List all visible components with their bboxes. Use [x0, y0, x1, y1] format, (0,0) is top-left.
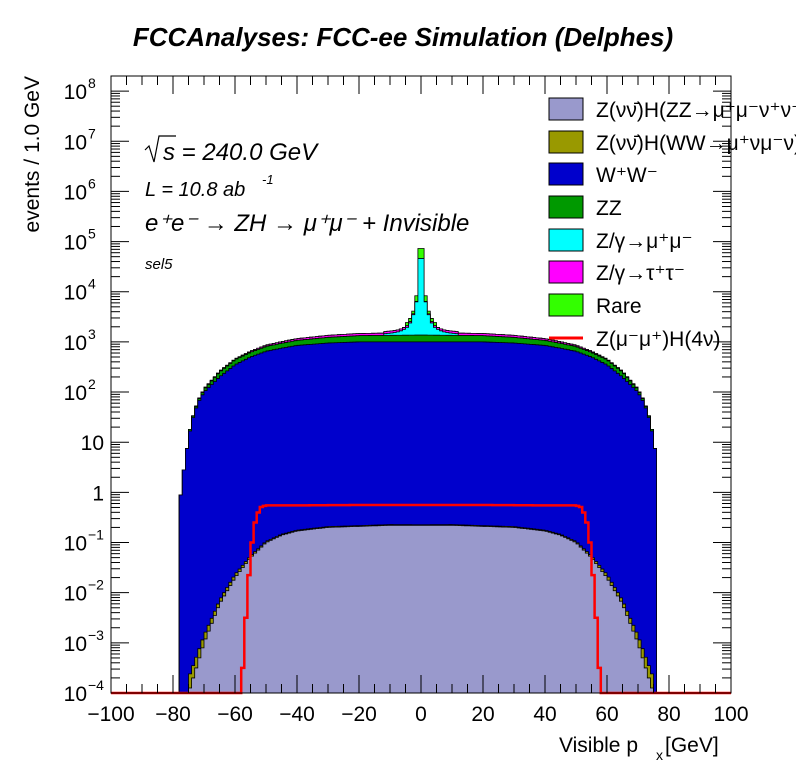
x-tick-label: 40 — [533, 703, 556, 726]
y-tick-label: 10 — [64, 81, 87, 104]
legend-label-7: Z(μ⁻μ⁺)H(4ν) — [596, 328, 721, 351]
y-tick-exponent: −2 — [88, 577, 104, 593]
x-tick-label: −40 — [279, 703, 315, 726]
x-tick-label: 80 — [657, 703, 680, 726]
luminosity-exponent: -1 — [262, 172, 274, 187]
axes: −100 −80 −60 −40 −20 0 20 40 60 80 10010−410−310−2… — [21, 75, 749, 763]
legend-label-5: Z/γ→τ⁺τ⁻ — [596, 262, 685, 285]
y-tick-label: 10 — [64, 382, 87, 405]
signal-line — [111, 503, 731, 695]
y-tick-exponent: −3 — [88, 627, 104, 643]
selection-label: sel5 — [145, 256, 173, 273]
legend-swatch-0 — [548, 97, 584, 121]
x-tick-label: 60 — [595, 703, 618, 726]
y-tick-label: 1 — [92, 482, 104, 505]
sqrt-s-label: s = 240.0 GeV — [163, 139, 319, 166]
x-tick-label: 100 — [713, 703, 748, 726]
y-tick-label: 10 — [64, 683, 87, 706]
x-tick-label: −20 — [341, 703, 377, 726]
legend-label-4: Z/γ→μ⁺μ⁻ — [596, 230, 693, 253]
x-axis-label: Visible p — [559, 734, 638, 757]
legend-label-2: W⁺W⁻ — [596, 164, 658, 187]
y-tick-exponent: −4 — [88, 677, 104, 693]
legend-swatch-6 — [548, 293, 584, 317]
sqrt-symbol — [144, 135, 176, 163]
process-label: e⁺e⁻ → ZH → μ⁺μ⁻ + Invisible — [145, 210, 469, 237]
stack-0-area — [111, 524, 731, 694]
legend-label-0: Z(νν̄)H(ZZ→μ⁺μ⁻ν⁺ν⁻) — [596, 99, 796, 122]
y-axis-label: events / 1.0 GeV — [21, 76, 44, 232]
legend-swatch-4 — [548, 228, 584, 252]
y-tick-exponent: 2 — [88, 376, 96, 392]
annotations: s = 240.0 GeV L = 10.8 ab -1 e⁺e⁻ → ZH →… — [144, 135, 469, 273]
y-tick-exponent: 3 — [88, 326, 96, 342]
y-tick-exponent: −1 — [88, 527, 104, 543]
y-tick-label: 10 — [64, 332, 87, 355]
y-tick-label: 10 — [64, 633, 87, 656]
y-tick-label: 10 — [64, 533, 87, 556]
legend-label-6: Rare — [596, 295, 642, 318]
y-tick-label: 10 — [81, 432, 104, 455]
legend-swatch-2 — [548, 162, 584, 186]
x-axis-label-unit: [GeV] — [665, 734, 719, 757]
histogram-stack — [111, 248, 731, 695]
y-tick-label: 10 — [64, 583, 87, 606]
y-tick-label: 10 — [64, 232, 87, 255]
x-tick-label: 0 — [415, 703, 427, 726]
y-tick-label: 10 — [64, 181, 87, 204]
legend-swatch-1 — [548, 130, 584, 154]
chart-title: FCCAnalyses: FCC-ee Simulation (Delphes) — [133, 22, 673, 52]
legend-swatch-5 — [548, 260, 584, 284]
legend: Z(νν̄)H(ZZ→μ⁺μ⁻ν⁺ν⁻) Z(νν̄)H(WW→μ⁺νμ⁻ν) W⁺… — [548, 97, 796, 351]
x-tick-label: −100 — [87, 703, 134, 726]
x-axis-label-subscript: x — [656, 747, 663, 763]
y-tick-label: 10 — [64, 282, 87, 305]
y-tick-exponent: 7 — [88, 125, 96, 141]
x-tick-label: −60 — [217, 703, 253, 726]
y-tick-exponent: 6 — [88, 175, 96, 191]
y-tick-exponent: 8 — [88, 75, 96, 91]
x-tick-label: 20 — [471, 703, 494, 726]
y-tick-label: 10 — [64, 131, 87, 154]
x-tick-label: −80 — [155, 703, 191, 726]
legend-label-1: Z(νν̄)H(WW→μ⁺νμ⁻ν) — [596, 132, 796, 155]
legend-label-3: ZZ — [596, 197, 622, 220]
legend-swatch-3 — [548, 195, 584, 219]
luminosity-label: L = 10.8 ab — [145, 179, 245, 201]
y-tick-exponent: 5 — [88, 226, 96, 242]
y-tick-exponent: 4 — [88, 276, 96, 292]
